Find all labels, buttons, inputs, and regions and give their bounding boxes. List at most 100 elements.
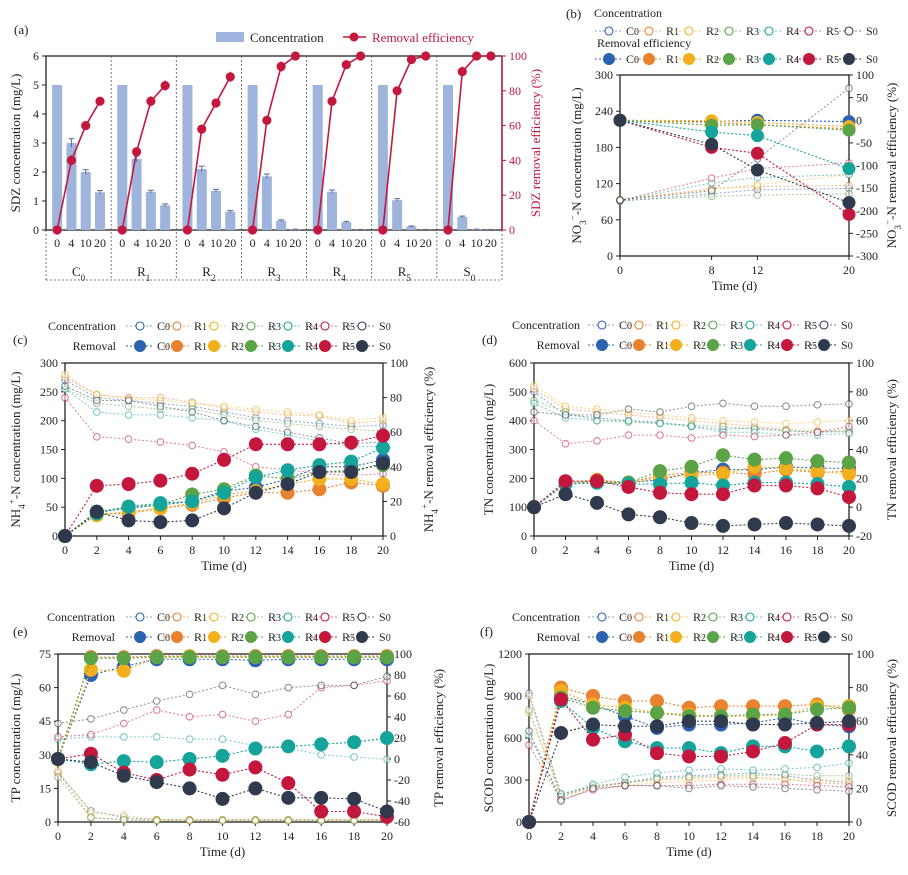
conc-point-S0 — [845, 84, 853, 93]
removal-point-R4 — [314, 737, 329, 752]
removal-line — [528, 698, 849, 823]
y-tick-label: 300 — [504, 773, 522, 787]
removal-point — [182, 225, 193, 235]
removal-point — [355, 51, 366, 61]
removal-point-S0 — [586, 717, 600, 732]
removal-point-S0 — [747, 517, 762, 532]
legend-label: R2 — [693, 630, 706, 644]
conc-point-S0 — [87, 715, 95, 723]
conc-point-R4 — [717, 764, 725, 773]
removal-point-R4 — [376, 440, 390, 455]
x-tick-label: 8 — [187, 829, 193, 843]
y-axis-label: SDZ concentration (mg/L) — [8, 74, 23, 213]
legend-label: R1 — [656, 630, 669, 644]
legend-marker-R5 — [319, 631, 331, 643]
y2-tick-label: 80 — [856, 681, 868, 695]
x-tick-label: 14 — [749, 543, 761, 557]
y2-tick-label: 20 — [856, 471, 868, 485]
removal-point-R5 — [314, 804, 329, 819]
y2-tick-label: 80 — [856, 385, 868, 399]
conc-point-R3 — [284, 817, 293, 825]
legend-marker-R1 — [643, 53, 655, 65]
bar-R2-d10 — [211, 190, 221, 230]
conc-point-R2 — [61, 370, 69, 379]
removal-line — [619, 119, 850, 123]
removal-point-S0 — [716, 518, 730, 533]
removal-point-R5 — [716, 487, 730, 502]
day-label: 0 — [445, 236, 451, 250]
removal-point-R4 — [116, 754, 131, 769]
y-tick-label: 120 — [595, 177, 613, 191]
y-tick-label: 3 — [33, 136, 39, 150]
removal-point-S0 — [153, 515, 168, 530]
panel-label: (e) — [13, 624, 27, 639]
y2-tick-label: 100 — [856, 647, 874, 661]
y2-tick-label: 40 — [856, 443, 868, 457]
legend-label: R1 — [194, 319, 207, 333]
plot-frame — [528, 653, 850, 823]
y2-tick-label: 100 — [394, 647, 412, 661]
conc-point-R4 — [218, 735, 227, 743]
legend-marker-S0 — [356, 631, 368, 643]
panel-b: (b)060120180240300-300-250-200-150-100-5… — [566, 6, 903, 293]
legend-marker-R1 — [172, 321, 182, 331]
removal-point-R3 — [347, 650, 362, 665]
legend-marker-R1 — [633, 631, 645, 643]
legend-label: R1 — [666, 52, 679, 66]
conc-point-S0 — [557, 797, 565, 805]
removal-line — [64, 481, 384, 537]
conc-point-R2 — [315, 411, 324, 419]
removal-point-S0 — [347, 791, 362, 806]
legend-marker-R4 — [745, 320, 755, 330]
conc-point-S0 — [781, 784, 789, 793]
legend-label: S0 — [379, 319, 391, 333]
removal-point-R3 — [747, 452, 762, 467]
series-conc-S0 — [530, 399, 853, 419]
x-tick-label: 18 — [812, 543, 824, 557]
legend-marker-R5 — [804, 26, 814, 36]
legend-concentration: Concentration C0 R1 R2 R3 R4 R5 S0 — [594, 6, 878, 38]
bar-C0-d4 — [66, 143, 77, 230]
removal-point-R3 — [116, 651, 131, 666]
legend-label: R3 — [746, 52, 759, 66]
removal-point-S0 — [650, 719, 664, 734]
series-conc-R3 — [54, 773, 391, 825]
removal-point-S0 — [842, 196, 856, 210]
removal-point-R3 — [149, 650, 164, 665]
conc-point-S0 — [749, 783, 757, 791]
legend-marker-R3 — [246, 612, 256, 622]
conc-point-R5 — [87, 730, 95, 739]
legend-label: R5 — [804, 318, 817, 332]
removal-point-R4 — [750, 129, 764, 143]
legend-marker-R4 — [745, 612, 755, 622]
legend-label: C0 — [157, 610, 170, 624]
legend-marker-R1 — [172, 612, 182, 622]
group-label: C0 — [72, 264, 86, 283]
y2-tick-label: 40 — [509, 153, 521, 167]
conc-point-R3 — [218, 817, 227, 825]
conc-point-S0 — [251, 422, 260, 431]
removal-point-S0 — [842, 714, 856, 729]
removal-point-R4 — [121, 499, 136, 514]
y-tick-label: 60 — [39, 681, 51, 695]
y2-tick-label: 60 — [390, 425, 402, 439]
y-tick-label: 300 — [595, 68, 613, 82]
x-tick-label: 16 — [315, 829, 327, 843]
removal-line — [57, 753, 388, 818]
y2-tick-label: 0 — [856, 815, 862, 829]
conc-line — [57, 776, 387, 822]
day-label: 10 — [405, 236, 417, 250]
conc-point-R4 — [152, 733, 161, 741]
day-label: 4 — [264, 236, 270, 250]
x-tick-label: 8 — [654, 829, 660, 843]
removal-point-S0 — [618, 719, 632, 734]
conc-point-R5 — [152, 706, 161, 714]
removal-point-R4 — [217, 485, 231, 500]
bar-R4-d10 — [341, 222, 352, 230]
removal-point-R3 — [842, 700, 856, 715]
series-conc-R5 — [530, 416, 853, 448]
y2-axis-label: TP removal efficiency (%) — [431, 669, 446, 807]
y2-axis-label: SCOD removal efficiency (%) — [884, 659, 899, 817]
removal-point-R3 — [650, 705, 664, 720]
removal-point — [392, 86, 402, 96]
